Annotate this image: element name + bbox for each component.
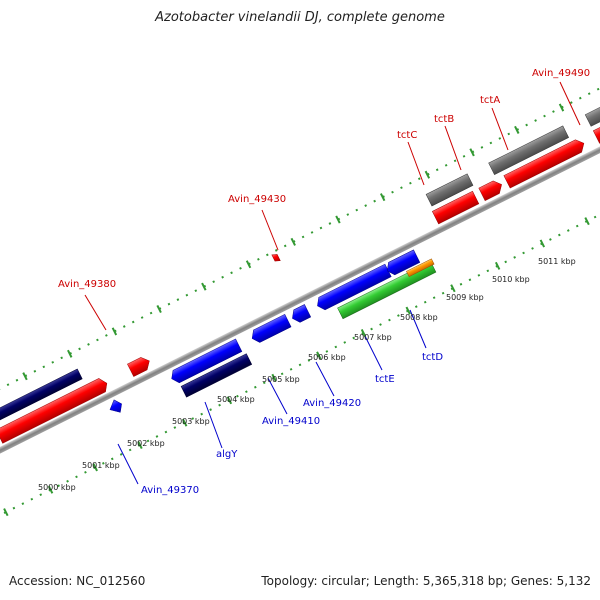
lower-major-tick [539,239,546,248]
gene-avin-49410[interactable] [249,313,292,344]
gene-red-left[interactable] [0,376,110,444]
bottom-callouts [117,309,427,485]
leader-avin-49370 [117,443,139,485]
label-tctc[interactable]: tctC [397,130,417,141]
kbp-label-5004: 5004 kbp [217,395,255,404]
lower-major-tick [450,284,456,293]
label-tcta[interactable]: tctA [480,95,500,106]
label-algy[interactable]: algY [216,449,238,460]
upper-major-tick [514,125,520,134]
gene-blue-small[interactable] [289,304,312,324]
gene-avin-49420[interactable] [314,263,392,312]
lower-major-tick [584,217,590,226]
leader-avin-49490 [559,81,581,126]
lower-major-tick [494,261,501,270]
kbp-label-5001: 5001 kbp [82,461,120,470]
upper-major-ticks [22,103,565,381]
genome-strip [0,70,600,532]
lower-major-tick [47,485,54,494]
lower-major-tick [316,351,322,360]
lower-major-tick [92,463,98,472]
lower-major-ticks [3,217,590,517]
gene-navy-left[interactable] [0,368,83,424]
label-avin-49420[interactable]: Avin_49420 [303,398,361,409]
kbp-label-5003: 5003 kbp [172,417,210,426]
kbp-label-5008: 5008 kbp [400,313,438,322]
kbp-label-5005: 5005 kbp [262,375,300,384]
kbp-label-5010: 5010 kbp [492,275,530,284]
leader-tcta [491,107,509,151]
gene-avin-49380[interactable] [127,355,152,377]
upper-major-tick [290,237,296,246]
upper-major-tick [379,193,386,202]
upper-tick-line [0,70,600,431]
kbp-label-5002: 5002 kbp [127,439,165,448]
gene-tctd[interactable] [406,258,435,278]
upper-major-tick [67,349,73,358]
lower-major-tick [3,508,9,517]
kbp-label-5011: 5011 kbp [538,257,576,266]
lower-major-tick [360,329,367,338]
kbp-label-5006: 5006 kbp [308,353,346,362]
gene-blue-algy[interactable] [169,338,243,385]
upper-major-tick [245,260,252,269]
leader-avin-49410 [267,377,288,415]
kbp-label-5009: 5009 kbp [446,293,484,302]
upper-major-tick [22,372,28,381]
upper-major-tick [424,170,431,179]
lower-tick-line [0,171,600,532]
upper-major-tick [156,305,162,314]
leader-tctc [407,141,425,186]
topology-text: Topology: circular; Length: 5,365,318 bp… [261,574,591,588]
genome-backbone [0,118,600,482]
lower-major-tick [226,396,233,405]
label-tctb[interactable]: tctB [434,114,454,125]
upper-major-tick [201,282,207,291]
lower-major-tick [137,440,143,450]
kbp-labels: 5000 kbp 5001 kbp 5002 kbp 5003 kbp 5004… [38,257,576,492]
gene-tctb[interactable] [478,178,505,201]
gene-avin-49490-gray[interactable] [584,77,600,127]
upper-major-tick [558,103,565,112]
gene-blue-tcte[interactable] [384,249,421,277]
upper-major-tick [111,327,118,336]
leader-tcte [364,335,383,371]
lower-major-tick [182,418,188,427]
leader-avin-49430 [261,209,279,251]
label-avin-49380[interactable]: Avin_49380 [58,279,116,290]
label-tctd[interactable]: tctD [422,352,443,363]
gene-avin-49370[interactable] [107,398,125,416]
label-avin-49370[interactable]: Avin_49370 [141,485,199,496]
leader-avin-49420 [315,361,335,397]
label-avin-49430[interactable]: Avin_49430 [228,194,286,205]
kbp-label-5007: 5007 kbp [354,333,392,342]
leader-tctb [444,125,462,171]
gene-avin-49490[interactable] [592,93,600,144]
gene-algy[interactable] [180,353,253,398]
bottom-gene-labels: Avin_49370 algY Avin_49410 Avin_49420 tc… [141,352,443,496]
accession-text: Accession: NC_012560 [9,574,146,588]
map-title: Azotobacter vinelandii DJ, complete geno… [155,10,445,25]
label-tcte[interactable]: tctE [375,374,395,385]
gene-tcta-gray[interactable] [488,125,570,175]
upper-major-tick [469,148,475,157]
gene-tctc-gray[interactable] [425,173,474,207]
lower-major-tick [405,306,411,315]
gene-avin-49430-marker[interactable] [271,253,281,263]
kbp-label-5000: 5000 kbp [38,483,76,492]
lower-major-tick [271,373,277,382]
label-avin-49490[interactable]: Avin_49490 [532,68,590,79]
upper-major-tick [335,215,341,224]
gene-tcta[interactable] [503,137,587,189]
leader-avin-49380 [84,294,107,331]
gene-tctc[interactable] [431,190,480,225]
leader-tctd [409,309,427,349]
top-gene-labels: Avin_49380 Avin_49430 tctC tctB tctA Avi… [58,68,590,290]
top-callouts [84,81,581,331]
label-avin-49410[interactable]: Avin_49410 [262,416,320,427]
leader-algy [204,401,223,449]
